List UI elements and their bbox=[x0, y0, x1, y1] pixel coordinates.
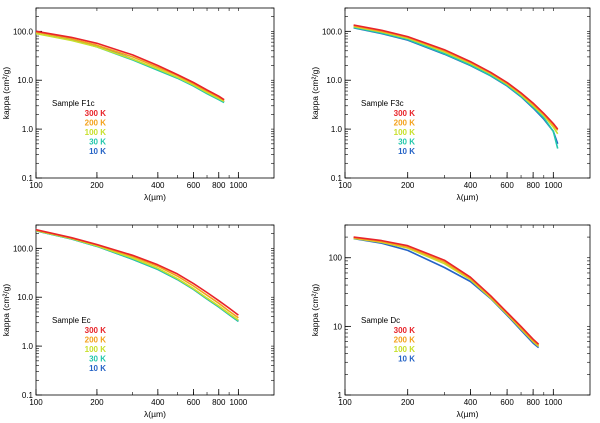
y-tick-label: 1 bbox=[338, 391, 343, 400]
x-tick-label: 600 bbox=[500, 181, 514, 190]
y-tick-label: 0.1 bbox=[22, 174, 34, 183]
legend-entry-200-k: 200 K bbox=[394, 119, 416, 128]
series-line-200-k bbox=[353, 237, 540, 346]
x-tick-label: 400 bbox=[151, 181, 165, 190]
series-line-300-k bbox=[36, 30, 225, 101]
x-tick-label: 800 bbox=[526, 181, 540, 190]
series-line-10-k bbox=[36, 230, 239, 323]
series-line-10-k bbox=[353, 27, 559, 145]
legend-entry-300-k: 300 K bbox=[394, 326, 416, 335]
legend-entry-10-k: 10 K bbox=[89, 147, 106, 156]
x-tick-label: 800 bbox=[212, 398, 226, 407]
legend-entry-200-k: 200 K bbox=[85, 336, 107, 345]
legend-title: Sample Ec bbox=[52, 316, 91, 325]
legend-entry-30-k: 30 K bbox=[89, 138, 106, 147]
x-tick-label: 600 bbox=[187, 398, 201, 407]
series-line-100-k bbox=[353, 25, 559, 135]
series-line-200-k bbox=[36, 229, 239, 319]
x-tick-label: 1000 bbox=[229, 181, 247, 190]
y-tick-label: 10.0 bbox=[17, 76, 33, 85]
panel-sample-dc: 100 200 400 600 800 1000 1 10 100 λ(µm) kappa (cm²… bbox=[310, 224, 591, 419]
x-tick-label: 200 bbox=[401, 181, 415, 190]
x-tick-label: 1000 bbox=[544, 398, 562, 407]
x-tick-label: 200 bbox=[90, 181, 104, 190]
panel-sample-f3c: 100 200 400 600 800 1000 0.1 1.0 10.0 100.0 λ(µm) k… bbox=[310, 7, 591, 202]
plot-frame bbox=[35, 7, 275, 179]
plot-frame bbox=[344, 224, 591, 396]
x-tick-label: 100 bbox=[338, 398, 352, 407]
legend-entry-300-k: 300 K bbox=[85, 326, 107, 335]
x-tick-label: 100 bbox=[29, 181, 43, 190]
legend-title: Sample F3c bbox=[361, 99, 404, 108]
y-tick-label: 10 bbox=[333, 322, 342, 331]
legend-entry-200-k: 200 K bbox=[394, 336, 416, 345]
legend-title: Sample Dc bbox=[361, 316, 400, 325]
y-tick-label: 100 bbox=[329, 254, 343, 263]
legend-entry-30-k: 30 K bbox=[398, 138, 415, 147]
series-line-200-k bbox=[36, 31, 225, 101]
legend-title: Sample F1c bbox=[52, 99, 95, 108]
series-line-300-k bbox=[353, 24, 559, 130]
x-axis-label: λ(µm) bbox=[144, 409, 166, 419]
y-tick-label: 100.0 bbox=[13, 27, 34, 36]
series-line-30-k bbox=[36, 31, 225, 104]
series-line-10-k bbox=[36, 30, 225, 103]
x-tick-label: 1000 bbox=[544, 181, 562, 190]
x-tick-label: 800 bbox=[526, 398, 540, 407]
series-line-100-k bbox=[353, 237, 540, 348]
y-axis-label: kappa (cm²/g) bbox=[310, 284, 320, 337]
panel-sample-f1c: 100 200 400 600 800 1000 0.1 1.0 10.0 100.0 λ(µm) k… bbox=[1, 7, 275, 202]
x-tick-label: 100 bbox=[338, 181, 352, 190]
y-axis-label: kappa (cm²/g) bbox=[1, 67, 11, 120]
series-line-100-k bbox=[36, 32, 225, 103]
legend-entry-300-k: 300 K bbox=[394, 109, 416, 118]
plot-frame bbox=[344, 7, 591, 179]
legend-entry-100-k: 100 K bbox=[394, 345, 416, 354]
y-tick-label: 0.1 bbox=[331, 174, 343, 183]
legend-entry-10-k: 10 K bbox=[89, 364, 106, 373]
y-axis-label: kappa (cm²/g) bbox=[310, 67, 320, 120]
panel-sample-ec: 100 200 400 600 800 1000 0.1 1.0 10.0 100.0 λ(µm) k… bbox=[1, 224, 275, 419]
y-tick-label: 10.0 bbox=[326, 76, 342, 85]
x-axis-label: λ(µm) bbox=[144, 192, 166, 202]
x-tick-label: 400 bbox=[464, 181, 478, 190]
x-tick-label: 600 bbox=[187, 181, 201, 190]
x-tick-label: 200 bbox=[401, 398, 415, 407]
legend-entry-300-k: 300 K bbox=[85, 109, 107, 118]
series-line-30-k bbox=[36, 230, 239, 323]
plot-frame bbox=[35, 224, 275, 396]
y-tick-label: 100.0 bbox=[13, 244, 34, 253]
series-line-10-k bbox=[353, 237, 540, 349]
x-tick-label: 1000 bbox=[229, 398, 247, 407]
x-tick-label: 800 bbox=[212, 181, 226, 190]
x-axis-label: λ(µm) bbox=[457, 192, 479, 202]
legend-entry-30-k: 30 K bbox=[89, 355, 106, 364]
legend-entry-100-k: 100 K bbox=[394, 128, 416, 137]
legend-entry-200-k: 200 K bbox=[85, 119, 107, 128]
x-tick-label: 400 bbox=[464, 398, 478, 407]
y-tick-label: 1.0 bbox=[331, 125, 343, 134]
legend-entry-100-k: 100 K bbox=[85, 128, 107, 137]
series-line-200-k bbox=[353, 25, 559, 131]
series-line-300-k bbox=[353, 236, 540, 345]
y-tick-label: 0.1 bbox=[22, 391, 34, 400]
series-line-300-k bbox=[36, 228, 239, 316]
y-tick-label: 1.0 bbox=[22, 342, 34, 351]
x-tick-label: 100 bbox=[29, 398, 43, 407]
x-tick-label: 200 bbox=[90, 398, 104, 407]
x-axis-label: λ(µm) bbox=[457, 409, 479, 419]
x-tick-label: 400 bbox=[151, 398, 165, 407]
series-line-30-k bbox=[353, 26, 559, 149]
y-axis-label: kappa (cm²/g) bbox=[1, 284, 11, 337]
y-tick-label: 100.0 bbox=[322, 27, 343, 36]
y-tick-label: 1.0 bbox=[22, 125, 34, 134]
x-tick-label: 600 bbox=[500, 398, 514, 407]
y-tick-label: 10.0 bbox=[17, 293, 33, 302]
legend-entry-100-k: 100 K bbox=[85, 345, 107, 354]
legend-entry-10-k: 10 K bbox=[398, 147, 415, 156]
series-line-100-k bbox=[36, 229, 239, 321]
legend-entry-10-k: 10 K bbox=[398, 355, 415, 364]
